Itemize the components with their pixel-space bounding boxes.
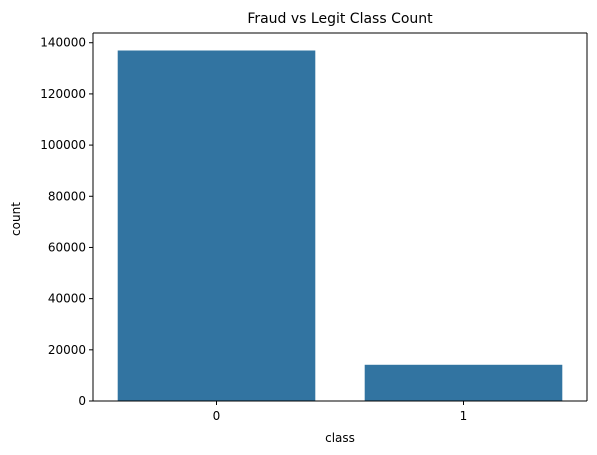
y-axis-label: count: [9, 202, 23, 236]
y-tick-label: 0: [78, 394, 86, 408]
chart-title: Fraud vs Legit Class Count: [247, 11, 433, 27]
x-tick-label: 1: [460, 409, 468, 423]
y-tick-label: 140000: [40, 36, 86, 50]
y-tick-label: 40000: [48, 292, 86, 306]
y-tick-label: 60000: [48, 240, 86, 254]
bar-class-0: [117, 50, 316, 402]
x-axis-label: class: [325, 431, 355, 445]
plot-area: 0 20000 40000 60000 80000 100000 120000 140000 0…: [40, 32, 588, 423]
y-tick-label: 100000: [40, 138, 86, 152]
y-tick-label: 20000: [48, 343, 86, 357]
bar-class-1: [364, 364, 563, 401]
y-tick-label: 80000: [48, 189, 86, 203]
y-tick-label: 120000: [40, 87, 86, 101]
x-tick-label: 0: [213, 409, 221, 423]
